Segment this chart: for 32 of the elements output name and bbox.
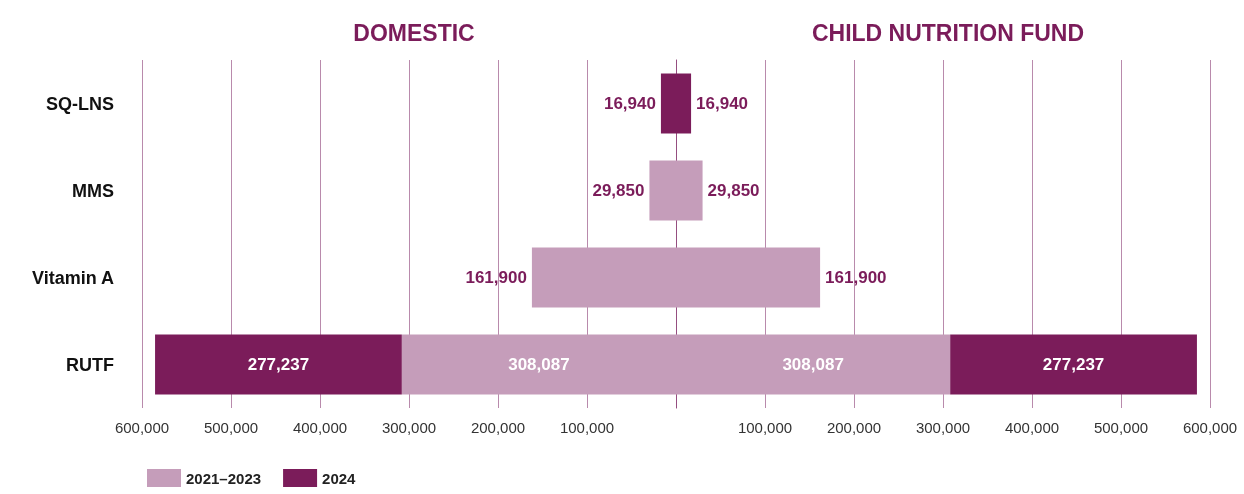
y-tick-label: Vitamin A xyxy=(31,267,114,288)
x-tick-label: 200,000 xyxy=(470,419,526,436)
data-label: 16,940 xyxy=(603,94,656,113)
x-tick-label: 400,000 xyxy=(292,419,348,436)
data-label: 308,087 xyxy=(782,355,844,374)
data-label: 308,087 xyxy=(508,355,570,374)
chart-title: CHILD NUTRITION FUND xyxy=(811,19,1085,46)
x-tick-label: 400,000 xyxy=(1004,419,1060,436)
bar xyxy=(155,334,402,395)
x-tick-label: 500,000 xyxy=(203,419,259,436)
data-label: 16,940 xyxy=(696,94,749,113)
chart-title: DOMESTIC xyxy=(353,19,475,46)
x-tick-label: 500,000 xyxy=(1093,419,1149,436)
legend-label: 2024 xyxy=(322,469,357,487)
data-label: 161,900 xyxy=(465,268,527,287)
x-tick-label: 100,000 xyxy=(559,419,615,436)
data-label: 161,900 xyxy=(825,268,887,287)
x-tick-label: 600,000 xyxy=(1182,419,1238,436)
legend-label: 2021–2023 xyxy=(186,469,262,487)
x-tick-label: 200,000 xyxy=(826,419,882,436)
y-tick-label: RUTF xyxy=(66,354,114,375)
data-label: 29,850 xyxy=(707,181,760,200)
data-label: 277,237 xyxy=(1042,355,1105,374)
x-tick-label: 300,000 xyxy=(915,419,971,436)
bar xyxy=(950,334,1197,395)
x-tick-label: 300,000 xyxy=(381,419,437,436)
x-tick-label: 600,000 xyxy=(114,419,170,436)
data-label: 277,237 xyxy=(247,355,310,374)
data-label: 29,850 xyxy=(592,181,645,200)
y-tick-label: SQ-LNS xyxy=(45,93,114,114)
x-tick-label: 100,000 xyxy=(737,419,793,436)
y-tick-label: MMS xyxy=(72,180,114,201)
